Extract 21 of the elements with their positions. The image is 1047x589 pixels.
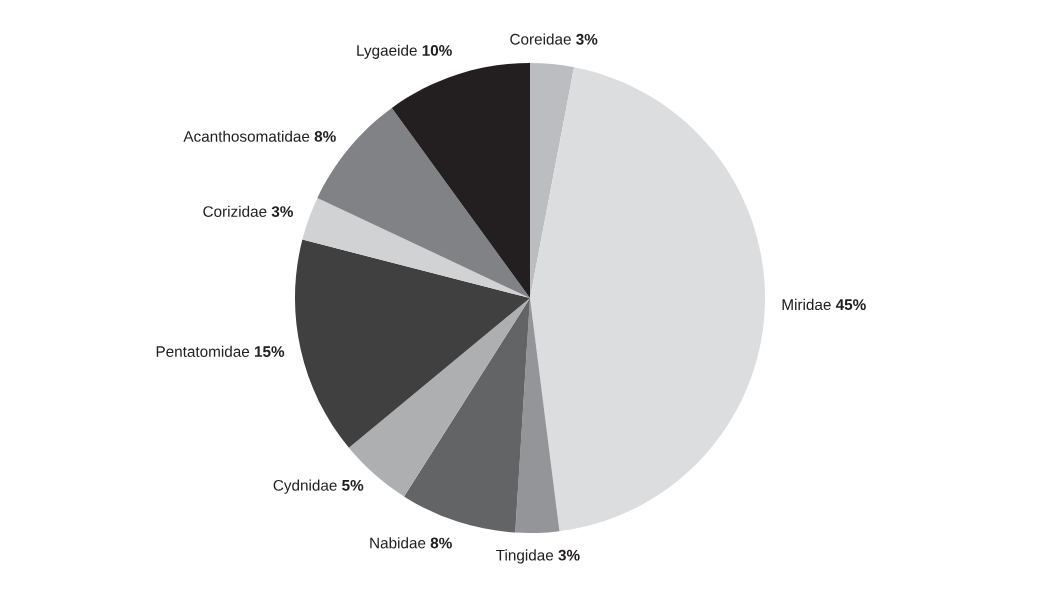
slice-label: Lygaeide — [357, 44, 417, 59]
data-label: 3% — [558, 549, 580, 561]
pie-slice — [391, 63, 530, 299]
data-label: 3% — [271, 206, 293, 217]
pie-slice — [295, 239, 530, 448]
slice-label: Corizidae — [203, 205, 267, 217]
data-label: 15% — [254, 346, 285, 357]
slice-label: Tingidae — [496, 549, 554, 564]
slice-label: Cydnidae — [273, 479, 337, 494]
data-label: 8% — [314, 131, 336, 142]
slice-label: Nabidae — [370, 537, 426, 549]
slice-label: Miridae — [782, 298, 831, 311]
slice-label: Acanthosomatidae — [183, 130, 310, 142]
data-label: 45% — [835, 299, 866, 311]
slice-label: Pentatomidae — [156, 345, 250, 357]
data-label: 5% — [342, 479, 364, 491]
slice-label: Coreidae — [510, 33, 571, 45]
data-label: 3% — [576, 33, 598, 45]
data-label: 8% — [430, 537, 452, 549]
data-label: 10% — [422, 45, 452, 56]
pie-slice — [404, 298, 530, 533]
